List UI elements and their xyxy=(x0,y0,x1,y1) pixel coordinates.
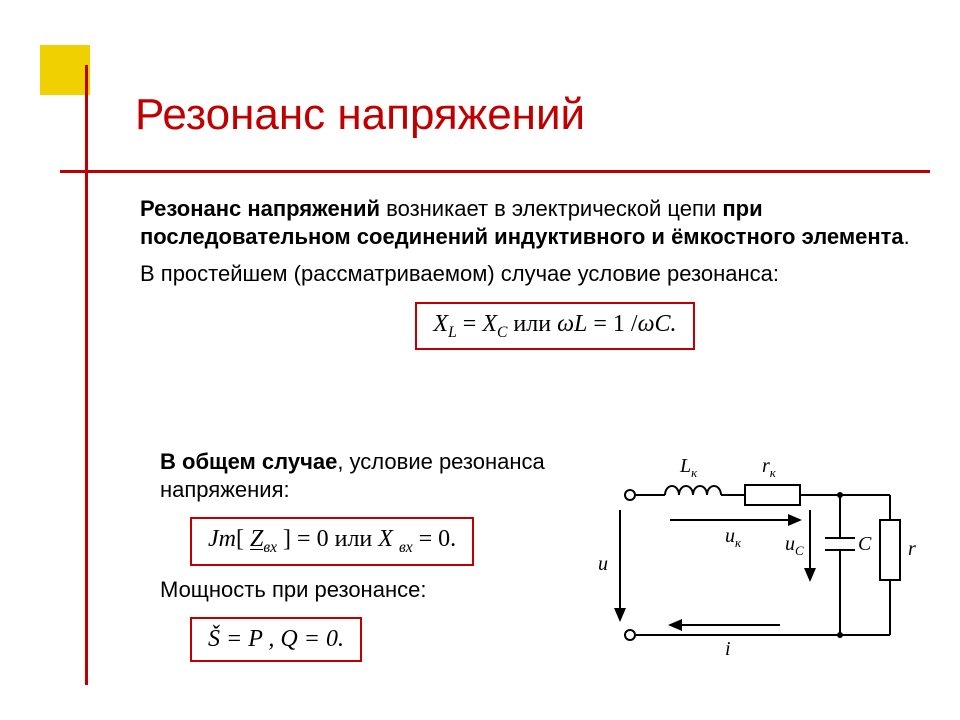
f1-or: или xyxy=(507,311,557,337)
terminal-bottom xyxy=(625,630,635,640)
resistor-rk xyxy=(745,485,800,505)
formula-1-wrap: XL = XC или ωL = 1 /ωC. xyxy=(200,298,910,351)
f1-sub-l: L xyxy=(448,323,457,340)
label-uc: uC xyxy=(785,533,804,558)
label-r: r xyxy=(908,538,916,560)
intro-paragraph: Резонанс напряжений возникает в электрич… xyxy=(140,195,910,250)
lower-block: В общем случае, условие резонанса напряж… xyxy=(160,440,590,672)
intro-lead-rest: возникает в электрической цепи xyxy=(380,196,722,221)
f1-w2: ω xyxy=(638,311,655,337)
f1-eq1: = xyxy=(457,311,483,337)
f2-rb: ] xyxy=(277,526,291,552)
intro-lead-bold: Резонанс напряжений xyxy=(140,196,380,221)
f2-jm: Jm xyxy=(208,526,236,552)
f1-sub-c: C xyxy=(497,323,507,340)
label-c: C xyxy=(858,533,872,555)
f2-lb: [ xyxy=(236,526,250,552)
label-u: u xyxy=(598,553,608,575)
f2-z: Z xyxy=(250,526,263,552)
power-label: Мощность при резонансе: xyxy=(160,576,590,604)
vertical-rule xyxy=(85,65,88,685)
f2-zsub: вх xyxy=(263,539,277,556)
formula-2: Jm[ Zвх ] = 0 или X вх = 0. xyxy=(190,517,474,566)
f2-x: X xyxy=(378,526,399,552)
general-bold: В общем случае xyxy=(160,449,337,474)
case-text: В простейшем (рассматриваемом) случае ус… xyxy=(140,260,910,288)
f1-Cr: C. xyxy=(655,311,677,337)
terminal-top xyxy=(625,490,635,500)
f1-Lr: L xyxy=(574,311,587,337)
circuit-diagram: Lк rк u uк uC C r i xyxy=(610,450,930,680)
f2-eq0: = 0 xyxy=(291,526,329,552)
resistor-r xyxy=(880,520,900,580)
f2-eq0b: = 0. xyxy=(413,526,457,552)
horizontal-rule xyxy=(60,170,930,173)
formula-2-wrap: Jm[ Zвх ] = 0 или X вх = 0. xyxy=(190,513,590,566)
main-content: Резонанс напряжений возникает в электрич… xyxy=(140,195,910,360)
formula-1: XL = XC или ωL = 1 /ωC. xyxy=(415,302,694,351)
formula-3-wrap: Š = P , Q = 0. xyxy=(190,613,590,662)
f1-xl: X xyxy=(433,311,448,337)
label-rk: rк xyxy=(762,455,777,480)
inductor-lk xyxy=(665,486,721,495)
f1-xc: X xyxy=(482,311,497,337)
circuit-svg: Lк rк u uк uC C r i xyxy=(610,450,930,680)
accent-square xyxy=(40,45,90,95)
f1-w1: ω xyxy=(557,311,574,337)
intro-period: . xyxy=(904,224,910,249)
f2-xsub: вх xyxy=(399,539,413,556)
f2-or: или xyxy=(329,526,379,552)
general-case-text: В общем случае, условие резонанса напряж… xyxy=(160,448,590,503)
label-lk: Lк xyxy=(679,455,698,480)
label-uk: uк xyxy=(725,525,742,550)
formula-3: Š = P , Q = 0. xyxy=(190,617,362,662)
f1-eq2: = 1 / xyxy=(587,311,637,337)
page-title: Резонанс напряжений xyxy=(135,90,585,140)
label-i: i xyxy=(725,638,731,660)
